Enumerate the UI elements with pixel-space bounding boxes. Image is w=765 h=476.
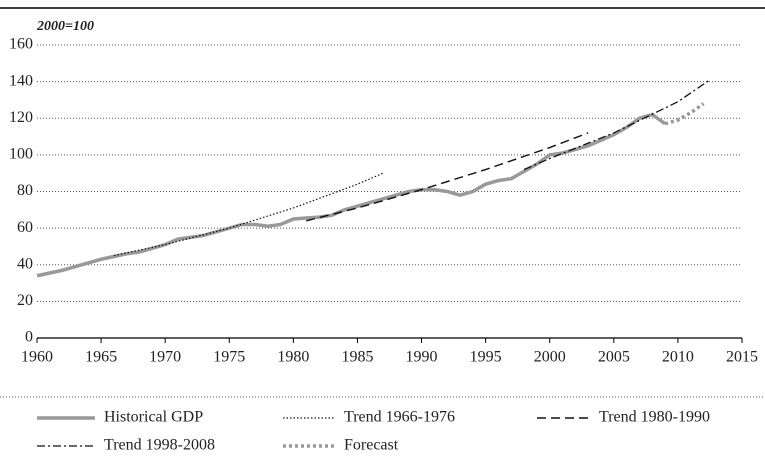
x-tick-label: 1995: [470, 349, 502, 366]
x-tick-label: 1975: [213, 349, 245, 366]
x-tick-label: 2010: [662, 349, 694, 366]
y-tick-label: 0: [25, 329, 33, 346]
y-tick-label: 60: [17, 219, 33, 236]
x-tick-label: 1965: [85, 349, 117, 366]
y-tick-label: 20: [17, 292, 33, 309]
series-line: [664, 102, 705, 126]
y-tick-label: 160: [9, 36, 33, 53]
y-tick-label: 80: [17, 182, 33, 199]
series-line: [113, 172, 384, 257]
x-tick-label: 1990: [406, 349, 438, 366]
x-tick-label: 1970: [149, 349, 181, 366]
legend-label: Trend 1980-1990: [599, 409, 710, 426]
legend-label: Trend 1998-2008: [104, 437, 215, 454]
x-tick-label: 2000: [534, 349, 566, 366]
x-tick-label: 1980: [277, 349, 309, 366]
legend-label: Trend 1966-1976: [344, 409, 455, 426]
legend-label: Historical GDP: [104, 409, 203, 426]
x-tick-label: 2005: [598, 349, 630, 366]
x-tick-label: 1985: [341, 349, 373, 366]
series-line: [36, 112, 667, 278]
series-line: [306, 132, 589, 222]
series-line: [523, 79, 711, 171]
x-tick-label: 2015: [726, 349, 758, 366]
y-tick-label: 40: [17, 255, 33, 272]
y-tick-label: 120: [9, 109, 33, 126]
x-tick-label: 1960: [21, 349, 53, 366]
legend-label: Forecast: [344, 437, 399, 454]
y-tick-label: 100: [9, 146, 33, 163]
chart-subtitle: 2000=100: [36, 19, 94, 34]
y-tick-label: 140: [9, 72, 33, 89]
